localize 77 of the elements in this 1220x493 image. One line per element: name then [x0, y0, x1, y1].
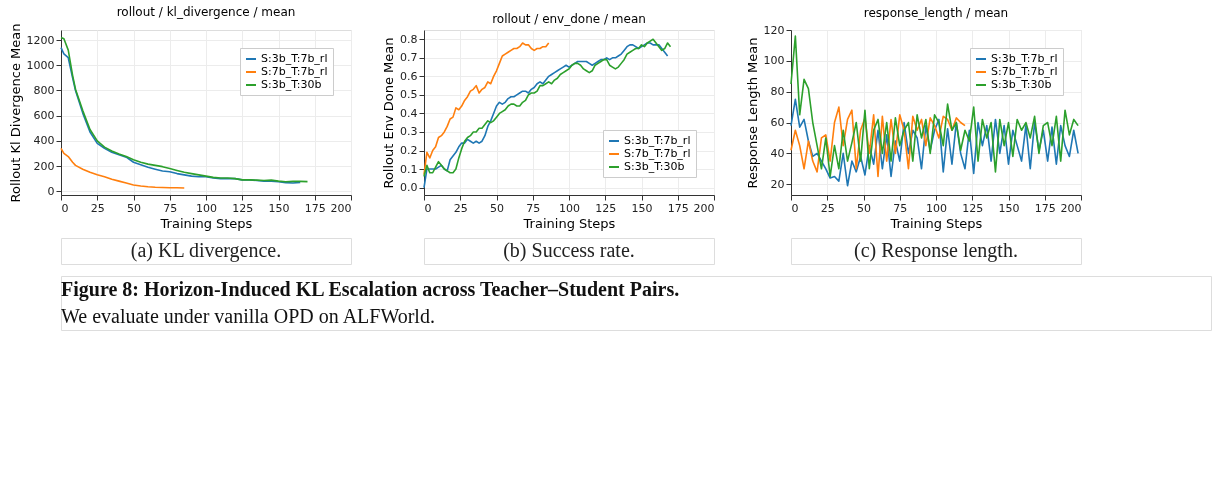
y-tick-label: 0.2 [400, 144, 418, 158]
x-tick-label: 25 [90, 201, 105, 215]
x-tick-label: 0 [791, 201, 799, 215]
text: We evaluate under vanilla OPD on ALFWorld. [61, 304, 435, 327]
x-tick-label: 175 [1034, 201, 1056, 215]
x-tick-label: 0 [61, 201, 69, 215]
y-tick-label: 0.8 [400, 32, 418, 46]
y-tick-label: 600 [33, 109, 55, 123]
x-tick-label: 200 [693, 201, 715, 215]
legend-label: S:3b_T:7b_rl [261, 52, 328, 65]
line-series [790, 35, 1079, 178]
y-tick-label: 800 [33, 83, 55, 97]
text: (c) Response length. [854, 239, 1018, 262]
x-tick-label: 0 [424, 201, 432, 215]
y-tick-label: 0 [47, 184, 55, 198]
text: (b) Success rate. [503, 239, 635, 262]
y-tick-label: 0.3 [400, 125, 418, 139]
x-tick-label: 50 [127, 201, 141, 215]
legend-label: S:7b_T:7b_rl [261, 65, 328, 78]
x-tick-label: 150 [631, 201, 653, 215]
x-tick-label: 75 [526, 201, 541, 215]
y-tick-label: 120 [763, 23, 785, 37]
x-tick-label: 100 [559, 201, 580, 215]
legend-label: S:3b_T:30b [624, 160, 685, 173]
y-tick-label: 0.6 [400, 69, 418, 83]
x-axis-title: Training Steps [159, 215, 253, 231]
legend-label: S:7b_T:7b_rl [624, 147, 691, 160]
y-tick-label: 400 [33, 134, 55, 148]
x-tick-label: 175 [304, 201, 326, 215]
line-series [790, 98, 1079, 187]
y-tick-label: 0.0 [400, 181, 418, 195]
y-axis-title: Response Length Mean [744, 37, 760, 189]
text: Figure 8: Horizon-Induced KL Escalation across Teacher–Student Pairs. [61, 277, 680, 301]
y-axis-title: Rollout Kl Divergence Mean [7, 23, 23, 203]
y-tick-label: 20 [770, 177, 785, 191]
y-tick-label: 1000 [26, 58, 55, 72]
x-axis-title: Training Steps [522, 215, 616, 231]
y-tick-label: 100 [763, 54, 785, 68]
x-tick-label: 200 [1060, 201, 1082, 215]
chart-title: response_length / mean [863, 6, 1009, 20]
legend-label: S:3b_T:7b_rl [624, 134, 691, 147]
x-tick-label: 175 [667, 201, 689, 215]
line-series [423, 42, 550, 176]
y-tick-label: 1200 [26, 33, 55, 47]
x-tick-label: 50 [490, 201, 504, 215]
legend-label: S:3b_T:30b [991, 78, 1052, 91]
x-tick-label: 75 [163, 201, 178, 215]
y-tick-label: 80 [770, 85, 785, 99]
x-tick-label: 125 [232, 201, 254, 215]
x-tick-label: 125 [595, 201, 617, 215]
y-tick-label: 200 [33, 159, 55, 173]
x-tick-label: 75 [893, 201, 908, 215]
x-tick-label: 100 [196, 201, 217, 215]
x-tick-label: 50 [857, 201, 871, 215]
legend-label: S:7b_T:7b_rl [991, 65, 1058, 78]
x-tick-label: 125 [962, 201, 984, 215]
line-series [60, 147, 186, 189]
y-tick-label: 0.4 [400, 106, 418, 120]
y-tick-label: 0.1 [400, 162, 418, 176]
y-axis-title: Rollout Env Done Mean [381, 37, 397, 189]
text: (a) KL divergence. [130, 239, 282, 262]
x-axis-title: Training Steps [889, 215, 983, 231]
x-tick-label: 25 [820, 201, 835, 215]
y-tick-label: 40 [770, 146, 785, 160]
legend-label: S:3b_T:30b [261, 78, 322, 91]
chart-title: rollout / env_done / mean [492, 12, 646, 26]
y-tick-label: 60 [770, 116, 785, 130]
x-tick-label: 150 [268, 201, 290, 215]
y-tick-label: 0.7 [400, 51, 418, 65]
x-tick-label: 100 [926, 201, 947, 215]
chart-title: rollout / kl_divergence / mean [116, 5, 296, 20]
x-tick-label: 150 [998, 201, 1020, 215]
line-series [790, 106, 966, 178]
y-tick-label: 0.5 [400, 88, 418, 102]
x-tick-label: 200 [330, 201, 352, 215]
legend-label: S:3b_T:7b_rl [991, 52, 1058, 65]
x-tick-label: 25 [453, 201, 468, 215]
